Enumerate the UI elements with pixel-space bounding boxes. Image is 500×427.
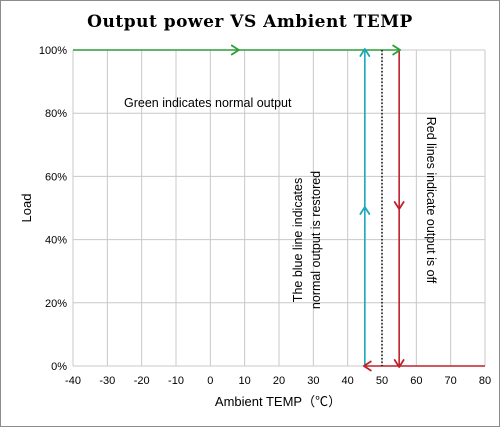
- arrowhead-down: [393, 359, 405, 368]
- y-tick-label: 100%: [39, 45, 67, 57]
- arrowhead-up: [359, 48, 371, 57]
- y-tick-label: 60%: [45, 171, 67, 183]
- y-tick-label: 80%: [45, 108, 67, 120]
- x-tick-label: -10: [168, 375, 184, 387]
- x-tick-label: 30: [307, 375, 319, 387]
- arrowheads: [230, 44, 405, 372]
- arrowhead-right: [230, 44, 240, 56]
- arrowhead-left: [362, 360, 372, 372]
- x-tick-label: 0: [207, 375, 213, 387]
- x-tick-label: -30: [99, 375, 115, 387]
- x-tick-label: -40: [65, 375, 81, 387]
- chart-title: Output power VS Ambient TEMP: [87, 12, 413, 32]
- x-tick-label: 60: [410, 375, 422, 387]
- blue-note-line2: normal output is restored: [309, 171, 323, 309]
- x-tick-label: 40: [342, 375, 354, 387]
- x-tick-label: 70: [445, 375, 457, 387]
- y-tick-label: 20%: [45, 298, 67, 310]
- x-tick-label: 50: [376, 375, 388, 387]
- arrowhead-up: [359, 206, 371, 215]
- x-tick-label: 10: [239, 375, 251, 387]
- y-axis-label: Load: [19, 194, 34, 223]
- green-note: Green indicates normal output: [124, 96, 292, 110]
- y-tick-label: 40%: [45, 235, 67, 247]
- x-tick-label: 80: [479, 375, 491, 387]
- y-tick-labels: 0% 20% 40% 60% 80% 100%: [39, 45, 67, 373]
- red-note: Red lines indicate output is off: [424, 117, 438, 284]
- x-tick-label: 20: [273, 375, 285, 387]
- arrowhead-right: [392, 44, 402, 56]
- x-tick-label: -20: [134, 375, 150, 387]
- y-tick-label: 0%: [51, 361, 67, 373]
- x-tick-labels: -40 -30 -20 -10 0 10 20 30 40 50 60 70 80: [65, 375, 491, 387]
- x-axis-label: Ambient TEMP（℃）: [215, 394, 341, 409]
- arrowhead-down: [393, 201, 405, 210]
- blue-note-line1: The blue line indicates: [291, 178, 305, 302]
